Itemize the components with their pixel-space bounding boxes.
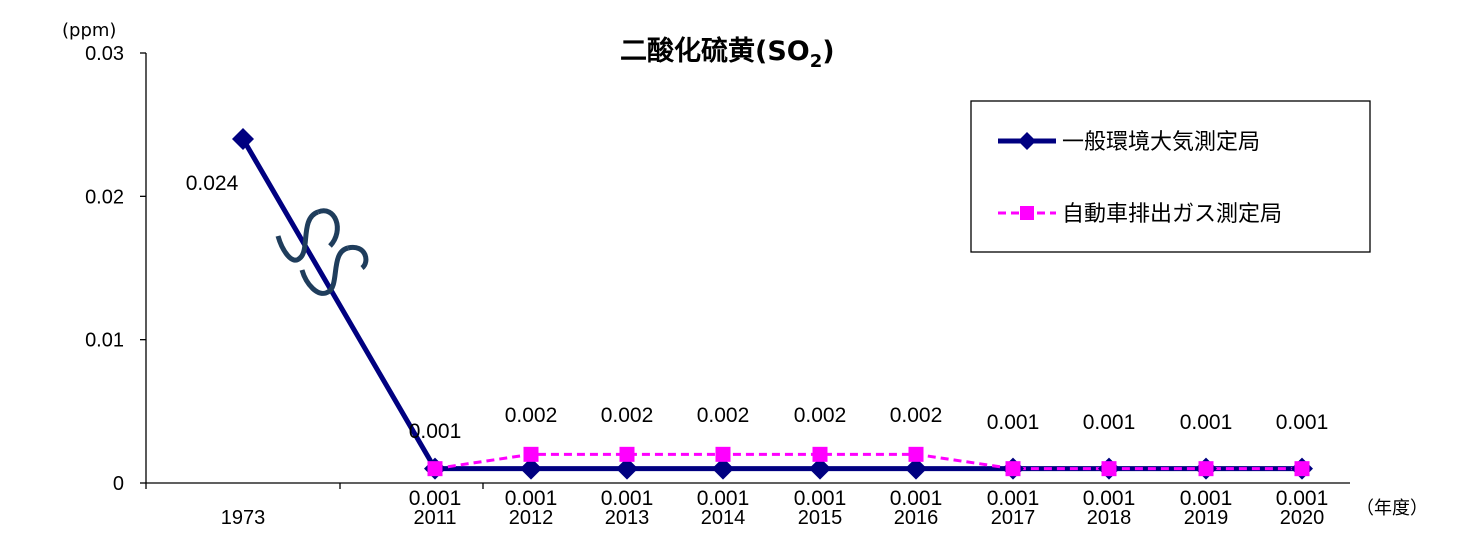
series-2-data-label: 0.002: [697, 404, 750, 427]
series-1-point: [905, 457, 927, 480]
series-2-data-label: 0.002: [890, 404, 943, 427]
series-1-data-label: 0.001: [794, 487, 847, 510]
y-tick-label: 0.02: [85, 186, 124, 208]
series-1-point: [232, 128, 254, 150]
series-2-point: [523, 446, 539, 462]
series-1-data-label: 0.001: [987, 487, 1040, 510]
series-1-data-label: 0.001: [1276, 487, 1329, 510]
x-tick-label: 1973: [221, 507, 266, 529]
series-2-data-label: 0.001: [987, 411, 1040, 434]
x-tick-label: 2017: [991, 507, 1036, 529]
series-1-point: [520, 457, 542, 480]
legend-label-series-1: 一般環境大気測定局: [1062, 130, 1260, 155]
x-tick-label: 2020: [1280, 507, 1325, 529]
series-2-point: [619, 446, 635, 462]
series-1-point: [616, 457, 638, 480]
legend-marker-series-1: [1018, 132, 1036, 150]
series-2-data-label: 0.001: [1083, 411, 1136, 434]
legend-marker-series-2: [1020, 206, 1034, 220]
series-2-data-label: 0.002: [794, 404, 847, 427]
data-labels: 0.024 0.001 0.001 0.001 0.001 0.001 0.001 0.001…: [186, 172, 1329, 510]
series-2-point: [1294, 461, 1310, 477]
legend: 一般環境大気測定局 自動車排出ガス測定局: [970, 100, 1371, 253]
series-2-point: [427, 461, 443, 477]
series-1-data-label: 0.001: [890, 487, 943, 510]
x-axis-unit: （年度）: [1356, 498, 1428, 519]
series-1-data-label: 0.024: [186, 172, 239, 195]
x-ticks: 1973 2011 2012 2013 2014 2015 2016 2017 2018 2019…: [145, 483, 1325, 529]
series-2-point: [1198, 461, 1214, 477]
series-1-point: [712, 457, 734, 480]
series-line-2: [434, 452, 1302, 471]
series-2-point: [812, 446, 828, 462]
x-tick-label: 2019: [1184, 507, 1229, 529]
series-2-point: [1101, 461, 1117, 477]
x-tick-label: 2012: [509, 507, 554, 529]
x-tick-label: 2013: [605, 507, 650, 529]
series-2-data-label: 0.002: [505, 404, 558, 427]
x-tick-label: 2016: [894, 507, 939, 529]
y-ticks: 0 0.01 0.02 0.03: [85, 43, 146, 495]
y-tick-label: 0.01: [85, 330, 124, 352]
series-2-data-label: 0.001: [1276, 411, 1329, 434]
series-2-point: [908, 446, 924, 462]
series-2-data-label: 0.002: [601, 404, 654, 427]
y-axis-unit: (ppm): [62, 20, 116, 41]
y-tick-label: 0.03: [85, 43, 124, 65]
series-2-data-label: 0.001: [1180, 411, 1233, 434]
series-1-data-label: 0.001: [505, 487, 558, 510]
series-2-data-label: 0.001: [409, 420, 462, 443]
series-1-data-label: 0.001: [697, 487, 750, 510]
series-2-point: [715, 446, 731, 462]
chart-title: 二酸化硫黄(SO2): [620, 35, 835, 72]
y-tick-label: 0: [113, 473, 124, 495]
x-tick-label: 2015: [798, 507, 843, 529]
series-1-data-label: 0.001: [1180, 487, 1233, 510]
series-2-point: [1005, 461, 1021, 477]
axis-break-symbol: [275, 208, 369, 296]
series-1-point: [809, 457, 831, 480]
x-tick-label: 2011: [413, 507, 456, 529]
series-1-data-label: 0.001: [409, 487, 462, 510]
series-markers: [232, 128, 1313, 480]
x-tick-label: 2018: [1087, 507, 1132, 529]
x-tick-label: 2014: [701, 507, 746, 529]
legend-box: [970, 100, 1371, 253]
series-1-data-label: 0.001: [601, 487, 654, 510]
legend-label-series-2: 自動車排出ガス測定局: [1062, 202, 1282, 227]
series-1-data-label: 0.001: [1083, 487, 1136, 510]
